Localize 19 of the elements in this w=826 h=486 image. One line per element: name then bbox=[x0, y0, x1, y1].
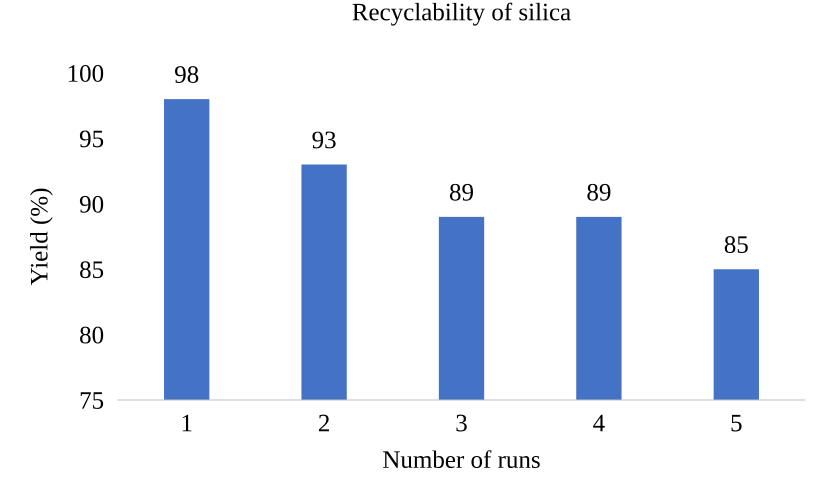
data-label: 89 bbox=[587, 184, 610, 201]
y-tick-label: 85 bbox=[80, 261, 104, 278]
chart-title: Recyclability of silica bbox=[352, 2, 571, 26]
x-tick-label: 5 bbox=[732, 414, 742, 432]
y-tick-label: 80 bbox=[80, 326, 104, 344]
x-axis-title: Number of runs bbox=[383, 450, 540, 468]
y-tick-label: 95 bbox=[80, 130, 104, 148]
y-tick-label: 90 bbox=[80, 196, 104, 213]
y-axis-title: Yield (%) bbox=[30, 188, 53, 286]
x-tick-label: 3 bbox=[456, 414, 467, 432]
data-label: 93 bbox=[312, 132, 336, 148]
x-tick-label: 2 bbox=[318, 414, 329, 432]
y-tick-label: 75 bbox=[80, 392, 104, 409]
data-label: 98 bbox=[175, 66, 198, 83]
data-label: 85 bbox=[724, 236, 748, 254]
y-tick-label: 100 bbox=[68, 65, 104, 82]
x-tick-label: 4 bbox=[593, 414, 605, 432]
data-label: 89 bbox=[450, 184, 473, 201]
x-tick-label: 1 bbox=[182, 414, 192, 432]
